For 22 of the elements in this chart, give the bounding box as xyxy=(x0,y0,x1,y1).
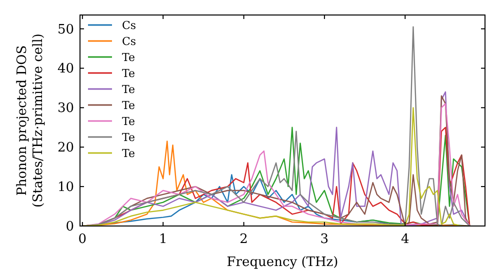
y-tick-label: 0 xyxy=(66,220,74,234)
legend-label: Te xyxy=(122,51,135,64)
x-tick-label: 0 xyxy=(78,232,87,247)
legend-label: Te xyxy=(122,115,135,128)
x-tick-label: 1 xyxy=(158,232,168,247)
y-tick-label: 20 xyxy=(57,140,74,156)
legend-label: Te xyxy=(122,131,135,144)
y-axis-title: Phonon projected DOS (States/THz·primitive cell) xyxy=(15,33,46,208)
x-axis-title: Frequency (THz) xyxy=(226,255,338,270)
legend-label: Te xyxy=(122,83,135,96)
x-tick-label: 2 xyxy=(240,232,248,247)
legend-label: Te xyxy=(122,99,135,112)
y-tick-label: 50 xyxy=(57,22,74,38)
legend-label: Cs xyxy=(122,19,136,32)
y-tick-label: 10 xyxy=(57,180,74,196)
y-tick-label: 30 xyxy=(57,101,74,116)
x-tick-label: 4 xyxy=(400,232,410,247)
legend-label: Te xyxy=(122,147,135,160)
legend-label: Cs xyxy=(122,35,136,48)
legend-label: Te xyxy=(122,67,135,80)
y-tick-label: 40 xyxy=(57,62,74,77)
x-tick-label: 3 xyxy=(320,232,329,247)
